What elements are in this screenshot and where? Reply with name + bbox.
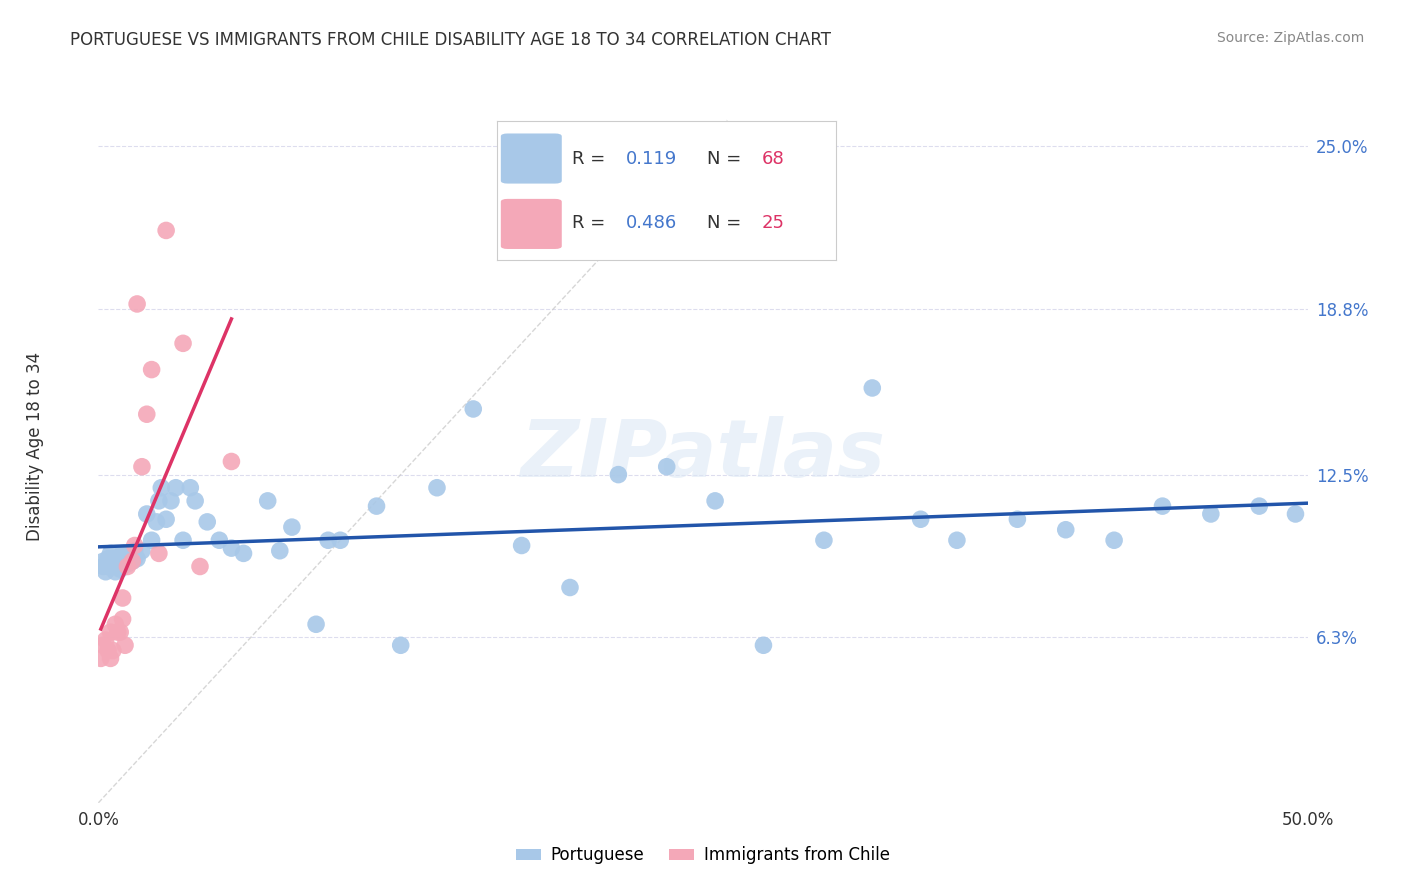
- Point: [946, 533, 969, 548]
- Point: [172, 533, 194, 548]
- Legend: Portuguese, Immigrants from Chile: Portuguese, Immigrants from Chile: [509, 839, 897, 871]
- Point: [104, 557, 127, 571]
- Point: [90, 651, 112, 665]
- Point: [91, 638, 114, 652]
- Point: [179, 481, 201, 495]
- Point: [97, 559, 120, 574]
- Point: [305, 617, 328, 632]
- Point: [1249, 499, 1271, 513]
- Point: [111, 546, 134, 560]
- Point: [426, 481, 449, 495]
- Point: [107, 559, 129, 574]
- Point: [141, 533, 163, 548]
- Point: [860, 381, 883, 395]
- Point: [148, 494, 170, 508]
- Point: [281, 520, 304, 534]
- Point: [184, 494, 207, 508]
- Point: [221, 541, 243, 555]
- Point: [910, 512, 932, 526]
- Point: [114, 638, 136, 652]
- Point: [111, 591, 134, 605]
- Point: [655, 459, 678, 474]
- Point: [155, 223, 177, 237]
- Point: [145, 515, 167, 529]
- Point: [558, 581, 581, 595]
- Point: [108, 551, 131, 566]
- Point: [1007, 512, 1029, 526]
- Text: Source: ZipAtlas.com: Source: ZipAtlas.com: [1216, 31, 1364, 45]
- Point: [155, 512, 177, 526]
- Point: [94, 565, 117, 579]
- Point: [188, 559, 211, 574]
- Point: [316, 533, 339, 548]
- Point: [1102, 533, 1125, 548]
- Point: [329, 533, 352, 548]
- Point: [100, 651, 122, 665]
- Point: [121, 554, 143, 568]
- Point: [104, 565, 127, 579]
- Point: [97, 551, 120, 566]
- Point: [813, 533, 835, 548]
- Point: [107, 625, 129, 640]
- Point: [108, 625, 131, 640]
- Point: [131, 543, 153, 558]
- Point: [141, 362, 163, 376]
- Point: [1284, 507, 1306, 521]
- Point: [108, 562, 131, 576]
- Point: [118, 551, 141, 566]
- Point: [101, 643, 124, 657]
- Point: [135, 507, 157, 521]
- Point: [510, 539, 533, 553]
- Point: [104, 617, 127, 632]
- Point: [117, 559, 139, 574]
- Point: [160, 494, 183, 508]
- Text: Disability Age 18 to 34: Disability Age 18 to 34: [27, 351, 44, 541]
- Point: [704, 494, 727, 508]
- Point: [148, 546, 170, 560]
- Point: [389, 638, 412, 652]
- Point: [135, 407, 157, 421]
- Point: [124, 551, 146, 566]
- Point: [1199, 507, 1222, 521]
- Point: [195, 515, 218, 529]
- Point: [172, 336, 194, 351]
- Point: [127, 297, 149, 311]
- Point: [111, 559, 134, 574]
- Point: [97, 643, 120, 657]
- Point: [91, 554, 114, 568]
- Point: [101, 551, 124, 566]
- Point: [232, 546, 254, 560]
- Point: [100, 546, 122, 560]
- Point: [111, 554, 134, 568]
- Point: [127, 551, 149, 566]
- Point: [208, 533, 231, 548]
- Text: PORTUGUESE VS IMMIGRANTS FROM CHILE DISABILITY AGE 18 TO 34 CORRELATION CHART: PORTUGUESE VS IMMIGRANTS FROM CHILE DISA…: [70, 31, 831, 49]
- Point: [150, 481, 173, 495]
- Point: [463, 401, 485, 416]
- Point: [100, 557, 122, 571]
- Point: [607, 467, 630, 482]
- Point: [100, 625, 122, 640]
- Point: [124, 539, 146, 553]
- Point: [256, 494, 278, 508]
- Point: [752, 638, 775, 652]
- Point: [121, 554, 143, 568]
- Point: [114, 546, 136, 560]
- Point: [1152, 499, 1174, 513]
- Point: [221, 454, 243, 468]
- Point: [94, 633, 117, 648]
- Point: [1054, 523, 1077, 537]
- Point: [165, 481, 187, 495]
- Point: [124, 543, 146, 558]
- Point: [101, 559, 124, 574]
- Point: [366, 499, 388, 513]
- Point: [117, 557, 139, 571]
- Text: ZIPatlas: ZIPatlas: [520, 416, 886, 494]
- Point: [269, 543, 291, 558]
- Point: [107, 551, 129, 566]
- Point: [91, 559, 114, 574]
- Point: [131, 459, 153, 474]
- Point: [111, 612, 134, 626]
